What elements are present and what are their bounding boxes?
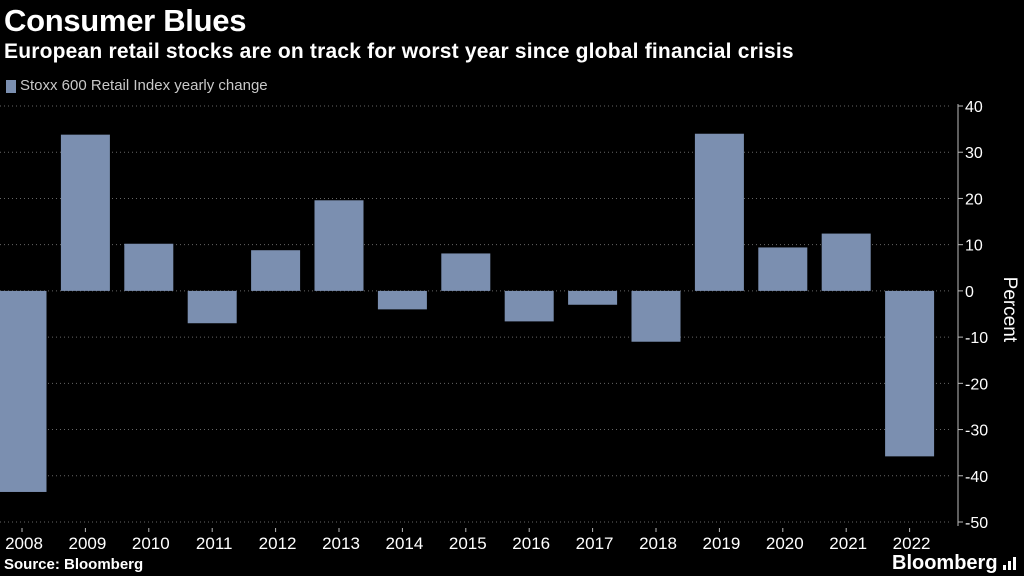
legend-label: Stoxx 600 Retail Index yearly change: [20, 77, 268, 94]
x-tick-label: 2014: [385, 534, 423, 553]
x-tick-label: 2010: [132, 534, 170, 553]
y-tick-label: -20: [965, 376, 988, 393]
x-tick-label: 2012: [259, 534, 297, 553]
y-tick-label: 10: [965, 238, 983, 255]
y-tick-label: 30: [965, 145, 983, 162]
x-tick-label: 2019: [702, 534, 740, 553]
bloomberg-logo: Bloomberg: [892, 551, 1018, 575]
legend: Stoxx 600 Retail Index yearly change: [6, 76, 268, 96]
y-tick-label: -50: [965, 515, 988, 532]
bar-2010: [124, 243, 174, 291]
x-tick-label: 2020: [766, 534, 804, 553]
x-tick-label: 2017: [576, 534, 614, 553]
x-tick-label: 2022: [893, 534, 931, 553]
x-tick-label: 2009: [68, 534, 106, 553]
x-tick-label: 2018: [639, 534, 677, 553]
bar-2011: [187, 290, 237, 324]
bar-2019: [694, 133, 744, 291]
bar-2015: [441, 253, 491, 291]
bar-2021: [821, 233, 871, 291]
y-tick-label: 0: [965, 284, 974, 301]
signal-bars-icon: [1002, 557, 1016, 570]
y-tick-label: 20: [965, 191, 983, 208]
x-tick-label: 2015: [449, 534, 487, 553]
x-tick-label: 2021: [829, 534, 867, 553]
y-tick-label: -30: [965, 423, 988, 440]
bar-2012: [251, 250, 301, 291]
chart-title: Consumer Blues: [4, 3, 247, 38]
x-tick-label: 2008: [5, 534, 43, 553]
y-tick-label: -10: [965, 330, 988, 347]
bar-2013: [314, 200, 364, 291]
bar-2017: [568, 290, 618, 305]
y-tick-label: 40: [965, 99, 983, 116]
bar-2016: [504, 290, 554, 322]
chart-subtitle: European retail stocks are on track for …: [4, 40, 794, 63]
bar-2008: [0, 290, 47, 492]
bar-2009: [60, 134, 110, 291]
source-note: Source: Bloomberg: [4, 556, 144, 573]
y-tick-label: -40: [965, 469, 988, 486]
legend-swatch: [6, 79, 16, 93]
bar-2022: [885, 290, 935, 457]
bar-2018: [631, 290, 681, 342]
brand-name: Bloomberg: [892, 552, 998, 574]
x-tick-label: 2013: [322, 534, 360, 553]
bar-2014: [377, 290, 427, 310]
x-tick-label: 2011: [196, 534, 233, 553]
y-axis-title: Percent: [999, 277, 1020, 343]
bar-2020: [758, 247, 808, 291]
x-tick-label: 2016: [512, 534, 550, 553]
